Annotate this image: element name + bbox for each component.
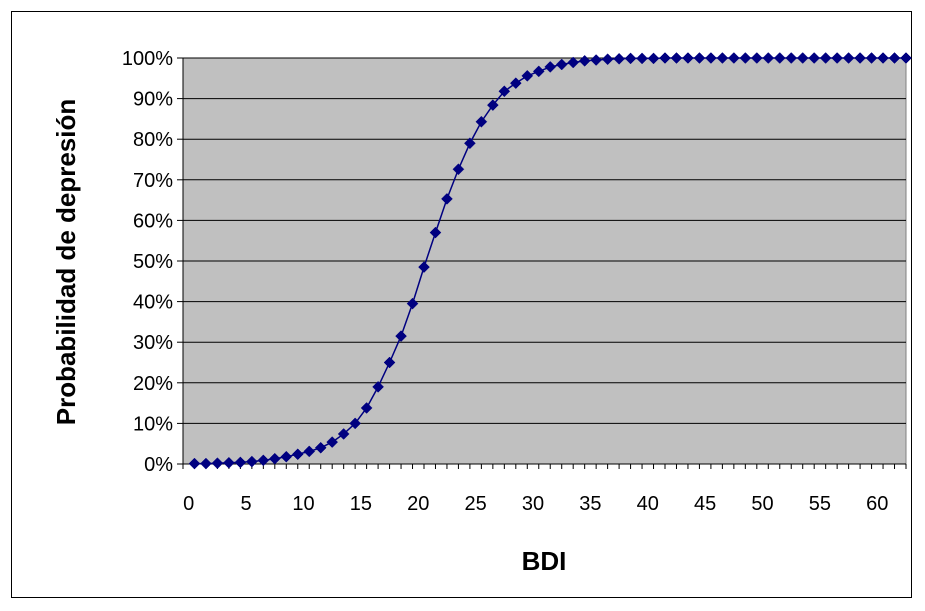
data-point	[303, 445, 316, 458]
data-point	[291, 448, 304, 461]
data-point	[498, 85, 511, 98]
y-tick-label: 40%	[133, 292, 173, 314]
data-point	[211, 457, 224, 470]
x-tick-label: 15	[350, 493, 372, 515]
data-point	[888, 52, 901, 64]
data-point	[590, 54, 602, 66]
data-point	[326, 436, 339, 448]
y-tick-label: 10%	[133, 413, 173, 435]
data-point	[429, 226, 442, 239]
data-point	[555, 58, 568, 71]
data-point	[728, 52, 740, 64]
y-tick-label: 60%	[133, 210, 173, 232]
data-point	[739, 52, 752, 64]
data-point	[337, 428, 350, 440]
data-point	[682, 52, 694, 64]
data-point	[360, 402, 373, 414]
y-tick-label: 80%	[133, 129, 173, 151]
data-point	[877, 52, 889, 64]
data-point	[349, 417, 361, 430]
data-point	[831, 52, 843, 64]
data-point	[406, 297, 419, 310]
x-axis-ticks: 0 5 10 15 20 25 30 35 40 45 50 55 60	[182, 463, 907, 515]
y-tick-label: 30%	[133, 332, 173, 354]
x-tick-label: 10	[292, 493, 314, 515]
data-point	[624, 52, 637, 65]
series-probabilidad	[188, 52, 912, 470]
data-point	[613, 52, 625, 65]
data-point	[372, 381, 384, 393]
data-point	[705, 52, 717, 64]
data-point	[750, 52, 763, 64]
x-tick-label: 40	[637, 493, 659, 515]
data-point	[441, 193, 453, 205]
x-tick-label: 55	[809, 493, 831, 515]
y-axis-ticks: 0% 10% 20% 30% 40% 50% 60% 70% 80% 90% 100%	[122, 48, 184, 476]
data-point	[532, 65, 545, 78]
data-point	[257, 454, 270, 467]
data-point	[865, 52, 878, 64]
data-point	[395, 330, 407, 342]
data-point	[819, 52, 832, 64]
data-point	[647, 52, 660, 65]
data-point	[418, 261, 430, 273]
data-point	[544, 61, 557, 73]
data-point	[578, 54, 591, 67]
y-tick-label: 0%	[144, 454, 173, 476]
data-point	[268, 452, 281, 465]
data-point	[464, 137, 476, 150]
data-point	[188, 457, 201, 470]
data-point	[659, 52, 671, 64]
x-tick-label: 45	[694, 493, 716, 515]
x-tick-label: 0	[183, 493, 194, 515]
data-point	[383, 356, 396, 369]
data-point	[601, 53, 614, 66]
data-point	[509, 77, 522, 90]
y-tick-label: 100%	[122, 48, 173, 70]
x-axis-title: BDI	[522, 546, 567, 576]
x-tick-label: 25	[465, 493, 487, 515]
x-tick-label: 5	[241, 493, 252, 515]
data-point	[670, 52, 683, 64]
data-point	[521, 70, 534, 82]
y-tick-label: 50%	[133, 251, 173, 273]
data-point	[796, 52, 809, 64]
data-point	[808, 52, 821, 64]
data-point	[280, 450, 293, 463]
data-point	[200, 457, 212, 470]
data-point	[636, 52, 648, 65]
y-tick-label: 90%	[133, 89, 173, 111]
x-tick-label: 35	[579, 493, 601, 515]
gridlines	[183, 57, 906, 465]
x-tick-label: 30	[522, 493, 544, 515]
data-point	[842, 52, 855, 64]
data-point	[762, 52, 775, 64]
y-tick-label: 70%	[133, 170, 173, 192]
data-point	[475, 115, 488, 128]
data-point	[773, 52, 786, 64]
data-point	[567, 56, 580, 69]
data-point	[693, 52, 706, 64]
data-point	[716, 52, 729, 64]
data-point	[234, 456, 247, 469]
x-tick-label: 60	[866, 493, 888, 515]
y-tick-label: 20%	[133, 373, 173, 395]
x-tick-label: 20	[407, 493, 429, 515]
data-point	[314, 441, 327, 454]
x-tick-label: 50	[751, 493, 773, 515]
data-point	[223, 456, 235, 469]
data-point	[854, 52, 866, 64]
data-point	[487, 99, 499, 111]
data-point	[246, 455, 258, 468]
data-point	[452, 163, 465, 176]
data-point	[900, 52, 912, 64]
y-axis-title: Probabilidad de depresión	[51, 99, 81, 426]
data-point	[785, 52, 798, 64]
